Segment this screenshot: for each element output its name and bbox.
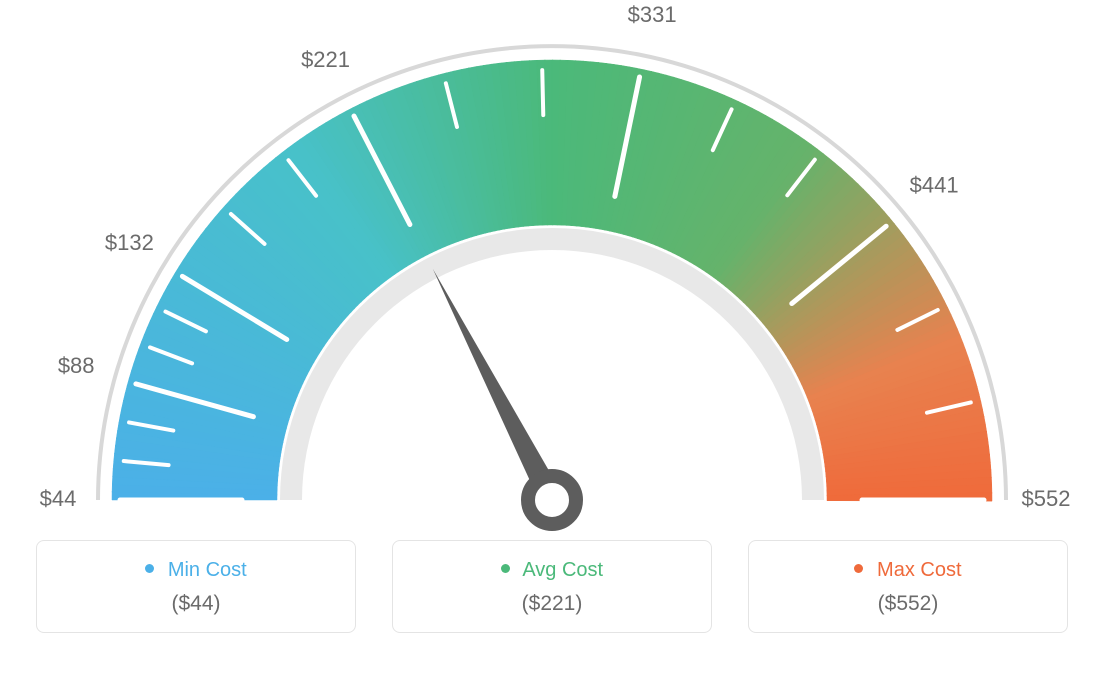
tick-label: $88 (58, 353, 95, 378)
legend-card-min: Min Cost ($44) (36, 540, 356, 633)
legend-card-avg: Avg Cost ($221) (392, 540, 712, 633)
legend-dot-min (145, 564, 154, 573)
cost-gauge: $44 $88 $132 $221 $331 $441 $552 (0, 0, 1104, 540)
legend-row: Min Cost ($44) Avg Cost ($221) Max Cost … (0, 540, 1104, 653)
legend-dot-max (854, 564, 863, 573)
tick-label: $552 (1022, 486, 1071, 511)
gauge-container: $44 $88 $132 $221 $331 $441 $552 (0, 0, 1104, 540)
legend-dot-avg (501, 564, 510, 573)
legend-card-max: Max Cost ($552) (748, 540, 1068, 633)
tick-label: $132 (105, 230, 154, 255)
gauge-band (112, 60, 992, 501)
tick-label: $221 (301, 47, 350, 72)
legend-value-max: ($552) (759, 592, 1057, 616)
legend-title-min: Min Cost (47, 559, 345, 582)
tick-label: $44 (40, 486, 77, 511)
tick-label: $441 (910, 173, 959, 198)
legend-label-avg: Avg Cost (522, 559, 603, 581)
tick-label: $331 (628, 2, 677, 27)
legend-label-max: Max Cost (877, 559, 961, 581)
legend-value-avg: ($221) (403, 592, 701, 616)
gauge-needle (433, 269, 576, 524)
legend-label-min: Min Cost (168, 559, 247, 581)
legend-title-avg: Avg Cost (403, 559, 701, 582)
legend-title-max: Max Cost (759, 559, 1057, 582)
legend-value-min: ($44) (47, 592, 345, 616)
